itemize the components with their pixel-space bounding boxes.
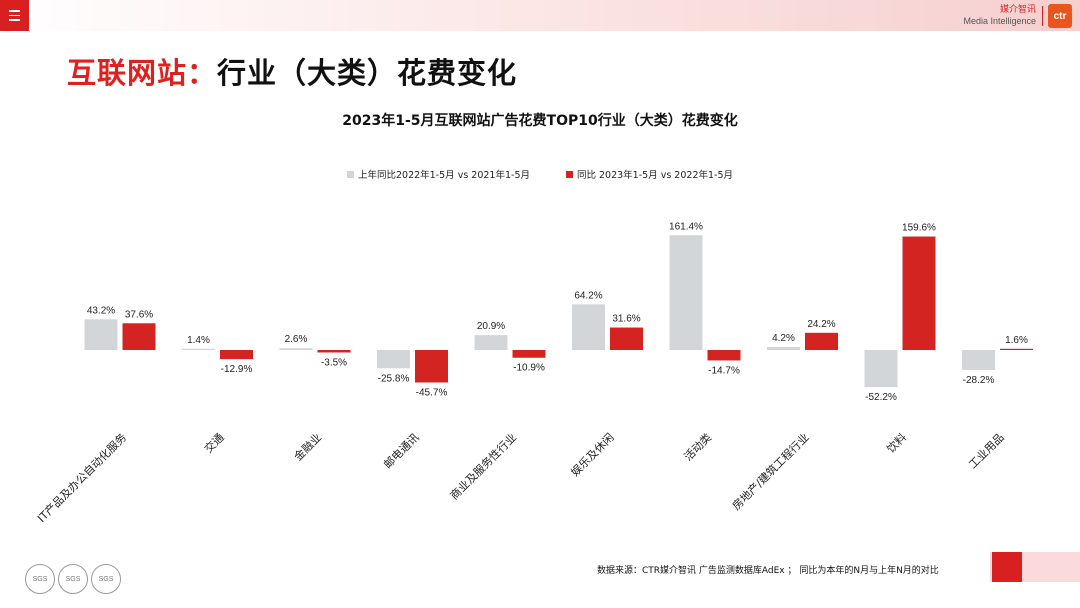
sgs-badge-icon: SGS <box>91 564 121 594</box>
data-label-prev-5: 64.2% <box>574 290 602 301</box>
menu-icon-line <box>9 14 20 17</box>
bar-prev-1 <box>182 348 215 350</box>
sgs-badge-icon: SGS <box>25 564 55 594</box>
data-label-curr-9: 1.6% <box>1005 335 1028 346</box>
data-label-curr-0: 37.6% <box>125 309 153 320</box>
bar-prev-5 <box>572 304 605 350</box>
bar-curr-5 <box>610 327 643 350</box>
data-label-prev-2: 2.6% <box>285 334 308 345</box>
data-label-prev-7: 4.2% <box>772 333 795 344</box>
data-label-curr-2: -3.5% <box>321 357 347 368</box>
data-label-curr-5: 31.6% <box>612 314 640 325</box>
data-label-prev-4: 20.9% <box>477 321 505 332</box>
bar-curr-4 <box>512 350 546 358</box>
brand-name-en: Media Intelligence <box>963 16 1036 26</box>
bar-curr-1 <box>220 350 253 360</box>
category-label-5: 娱乐及休闲 <box>568 430 617 479</box>
data-label-curr-6: -14.7% <box>708 365 740 376</box>
bar-prev-0 <box>84 319 118 350</box>
legend-item-prev: 上年同比2022年1-5月 vs 2021年1-5月 <box>346 167 530 181</box>
bar-prev-7 <box>767 347 800 350</box>
data-label-prev-0: 43.2% <box>87 305 115 316</box>
footer-decoration <box>990 552 1080 582</box>
bar-curr-2 <box>317 350 351 353</box>
page-title: 互联网站：行业（大类）花费变化 <box>67 50 517 92</box>
category-label-1: 交通 <box>201 430 226 455</box>
data-label-prev-1: 1.4% <box>187 335 210 346</box>
bar-prev-2 <box>279 348 313 350</box>
data-label-prev-9: -28.2% <box>963 375 995 386</box>
category-label-6: 活动类 <box>681 430 714 463</box>
data-source-note: 数据来源：CTR媒介智讯 广告监测数据库AdEx ； 同比为本年的N月与上年N月… <box>597 566 939 576</box>
ctr-logo-icon: ctr <box>1048 4 1072 28</box>
page-title-accent: 互联网站： <box>67 56 218 90</box>
top-bar: 媒介智讯 Media Intelligence ctr <box>0 0 1080 31</box>
bar-curr-7 <box>805 332 838 350</box>
brand: 媒介智讯 Media Intelligence ctr <box>963 4 1072 28</box>
chart-legend: 上年同比2022年1-5月 vs 2021年1-5月 同比 2023年1-5月 … <box>0 167 1080 181</box>
legend-swatch-curr <box>565 170 573 178</box>
data-label-curr-3: -45.7% <box>416 387 448 398</box>
bar-prev-6 <box>669 235 703 350</box>
bar-prev-4 <box>474 335 508 350</box>
data-label-curr-7: 24.2% <box>807 319 835 330</box>
bar-curr-3 <box>415 350 448 383</box>
brand-divider <box>1042 6 1043 26</box>
bar-curr-6 <box>707 350 741 361</box>
data-label-prev-3: -25.8% <box>378 373 410 384</box>
sgs-badge-icon: SGS <box>58 564 88 594</box>
menu-button[interactable] <box>0 0 29 31</box>
footer-red-block <box>992 552 1022 582</box>
page-title-rest: 行业（大类）花费变化 <box>217 56 518 90</box>
data-label-prev-6: 161.4% <box>669 221 703 232</box>
bar-curr-9 <box>1000 348 1033 350</box>
data-label-prev-8: -52.2% <box>865 392 897 403</box>
data-label-curr-1: -12.9% <box>221 364 253 375</box>
bar-chart: 43.2% 37.6% IT产品及办公自动化服务 1.4% -12.9% 交通 2.6% -3… <box>34 221 1033 525</box>
bar-curr-0 <box>122 323 156 350</box>
bar-curr-8 <box>902 236 936 350</box>
menu-icon <box>9 10 20 12</box>
legend-label-curr: 同比 2023年1-5月 vs 2022年1-5月 <box>576 170 734 181</box>
category-label-9: 工业用品 <box>966 431 1006 471</box>
category-label-3: 邮电通讯 <box>381 431 421 471</box>
chart-title: 2023年1-5月互联网站广告花费TOP10行业（大类）花费变化 <box>342 113 738 129</box>
bar-prev-8 <box>864 350 898 388</box>
legend-swatch-prev <box>346 170 354 178</box>
legend-item-curr: 同比 2023年1-5月 vs 2022年1-5月 <box>565 167 734 181</box>
legend-label-prev: 上年同比2022年1-5月 vs 2021年1-5月 <box>357 170 530 181</box>
data-label-curr-8: 159.6% <box>902 223 936 234</box>
category-label-8: 饮料 <box>884 430 909 455</box>
category-label-7: 房地产/建筑工程行业 <box>729 430 812 513</box>
brand-name-cn: 媒介智讯 <box>999 5 1036 15</box>
certification-badges: SGS SGS SGS <box>25 564 121 594</box>
category-label-0: IT产品及办公自动化服务 <box>34 430 129 525</box>
data-label-curr-4: -10.9% <box>513 363 545 374</box>
category-label-4: 商业及服务性行业 <box>447 430 519 502</box>
bar-prev-9 <box>962 350 995 371</box>
menu-icon-line <box>9 19 20 21</box>
category-label-2: 金融业 <box>291 430 324 463</box>
bar-prev-3 <box>377 350 410 369</box>
